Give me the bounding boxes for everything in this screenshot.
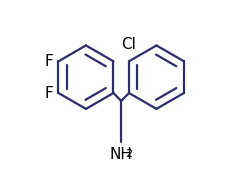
Text: F: F [44, 86, 53, 101]
Text: Cl: Cl [121, 37, 136, 52]
Text: 2: 2 [125, 149, 132, 159]
Text: NH: NH [109, 147, 132, 162]
Text: F: F [44, 54, 53, 69]
